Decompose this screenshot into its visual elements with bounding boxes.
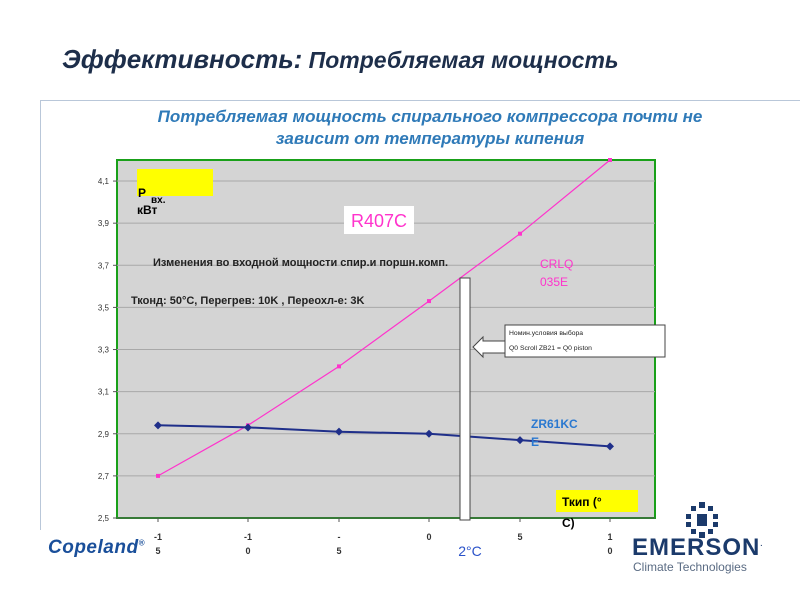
x-tick-label: -1 5 <box>154 532 162 556</box>
marker-label: 2°C <box>458 543 482 559</box>
data-point <box>516 436 524 445</box>
callout-box <box>504 324 666 358</box>
data-point <box>518 231 522 236</box>
annotation-conditions: Тконд: 50°C, Перегрев: 10K , Переохл-е: … <box>131 295 365 307</box>
y-tick-label: 2,5 <box>98 514 110 523</box>
xlabel-line2: С) <box>562 516 575 530</box>
series-label-zr-line2: E <box>531 435 539 449</box>
emerson-name-text: EMERSON <box>632 534 761 561</box>
series-label-zr-line1: ZR61KC <box>531 417 578 431</box>
y-tick-label: 3,7 <box>98 261 110 270</box>
data-point <box>154 421 162 430</box>
y-tick-label: 3,1 <box>98 388 110 397</box>
subtitle-line-2: зависит от температуры кипения <box>275 129 585 148</box>
decor-vertical-line <box>40 100 41 530</box>
y-tick-label: 2,9 <box>98 430 110 439</box>
refrigerant-box <box>344 206 414 234</box>
x-axis-ticks: -1 5 -1 0 -5 0 5 1 0 <box>117 517 655 556</box>
data-point <box>608 158 612 162</box>
callout-line-2: Q0 Scroll ZB21 = Q0 piston <box>509 345 592 352</box>
slide-title-bold: Эффективность: <box>62 44 303 74</box>
emerson-emblem-icon <box>686 502 718 538</box>
slide-title-rest: Потребляемая мощность <box>302 47 619 73</box>
data-point <box>606 442 614 451</box>
x-tick-label: -1 0 <box>244 532 252 556</box>
series-label-crlq-line2: 035E <box>540 275 568 289</box>
x-tick-label: 0 <box>426 532 431 542</box>
reference-line-marker <box>459 277 471 521</box>
slide-title: Эффективность: Потребляемая мощность <box>62 44 619 75</box>
annotation-title: Изменения во входной мощности спир.и пор… <box>153 257 448 269</box>
data-point <box>337 364 341 369</box>
series-line <box>157 159 611 477</box>
decor-horizontal-line <box>40 100 800 101</box>
x-tick-label: -5 <box>336 532 341 556</box>
copeland-wordmark: Copeland <box>48 537 139 558</box>
copeland-logo: Copeland® <box>48 537 145 559</box>
callout-line-1: Номин.условия выбора <box>509 329 583 337</box>
y-tick-label: 2,7 <box>98 472 110 481</box>
y-axis-ticks: 2,5 2,7 2,9 3,1 3,3 3,5 3,7 3,9 4,1 <box>98 177 117 523</box>
emerson-wordmark: EMERSON. <box>632 534 762 562</box>
refrigerant-label: R407C <box>351 211 407 231</box>
y-tick-label: 4,1 <box>98 177 110 186</box>
data-point <box>335 427 343 436</box>
ylabel-unit: кВт <box>137 203 158 217</box>
series-layer <box>154 158 614 478</box>
emerson-logo: EMERSON. Climate Technologies <box>632 500 782 580</box>
series-line <box>157 424 611 448</box>
data-point <box>425 429 433 438</box>
ylabel-main: P <box>138 186 146 200</box>
subtitle-line-1: Потребляемая мощность спирального компре… <box>157 107 703 126</box>
ylabel-box <box>137 169 213 196</box>
y-tick-label: 3,5 <box>98 303 110 312</box>
y-tick-label: 3,9 <box>98 219 110 228</box>
data-point <box>427 299 431 304</box>
series-label-crlq-line1: CRLQ <box>540 257 573 271</box>
slide-subtitle: Потребляемая мощность спирального компре… <box>60 106 800 150</box>
xlabel-line1: Ткип (° <box>562 495 602 509</box>
x-tick-label: 5 <box>517 532 522 542</box>
emerson-tagline: Climate Technologies <box>633 560 747 574</box>
data-point <box>244 423 252 432</box>
y-tick-label: 3,3 <box>98 346 110 355</box>
xlabel-box <box>556 490 638 512</box>
ylabel-sub: вх. <box>151 195 166 206</box>
copeland-reg-mark: ® <box>138 538 145 548</box>
data-point <box>156 473 160 478</box>
emerson-reg-mark: . <box>760 541 763 548</box>
